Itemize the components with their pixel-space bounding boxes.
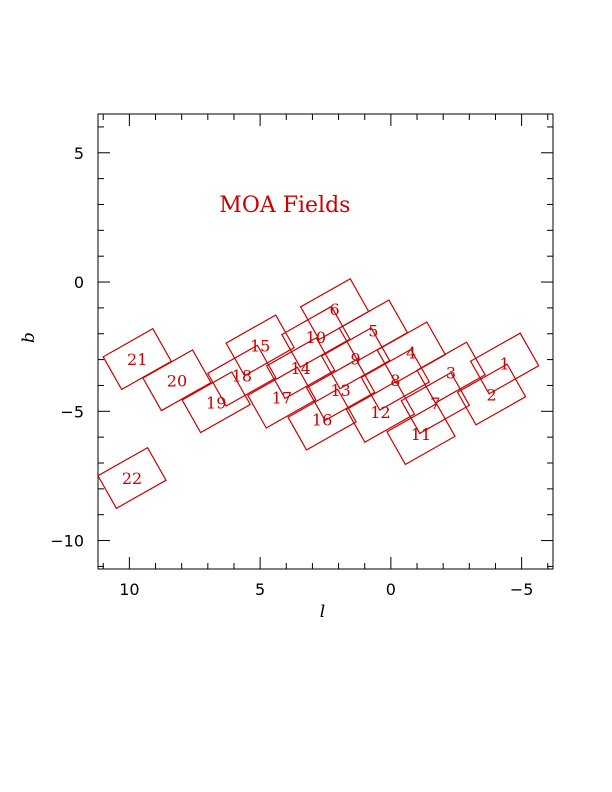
field-rect bbox=[265, 336, 336, 400]
field-rect bbox=[97, 446, 167, 510]
plot-axes bbox=[97, 113, 554, 570]
field-label: 12 bbox=[370, 403, 390, 422]
field-label: 15 bbox=[250, 336, 270, 355]
moa-field bbox=[206, 344, 277, 407]
field-rect bbox=[206, 344, 277, 407]
moa-field bbox=[299, 278, 370, 341]
moa-field bbox=[102, 327, 173, 391]
field-rect bbox=[181, 371, 252, 434]
moa-field bbox=[265, 336, 336, 400]
field-rect bbox=[299, 278, 370, 341]
moa-field bbox=[456, 363, 527, 426]
field-rect bbox=[400, 371, 471, 435]
field-label: 6 bbox=[330, 300, 340, 319]
field-label: 8 bbox=[390, 371, 400, 390]
moa-field bbox=[225, 314, 295, 377]
y-tick-label: 5 bbox=[74, 144, 84, 163]
y-tick-label: −10 bbox=[50, 532, 84, 551]
x-tick-label: 0 bbox=[386, 580, 396, 599]
field-label: 2 bbox=[486, 385, 496, 404]
field-label: 4 bbox=[406, 343, 416, 362]
axis-tick-labels: 10 5 0 −5 5 0 −5 −10 bbox=[50, 144, 533, 599]
field-rect bbox=[386, 402, 456, 466]
field-label: 21 bbox=[127, 350, 147, 369]
field-label: 7 bbox=[430, 394, 440, 413]
field-label: 20 bbox=[167, 371, 187, 390]
x-tick-label: −5 bbox=[510, 580, 534, 599]
moa-field bbox=[97, 446, 167, 510]
field-label: 17 bbox=[272, 389, 292, 408]
axis-ticks bbox=[98, 114, 553, 569]
y-tick-label: −5 bbox=[60, 402, 84, 421]
field-label: 1 bbox=[500, 354, 510, 373]
field-rect bbox=[345, 380, 416, 443]
moa-field bbox=[287, 388, 357, 451]
x-tick-label: 10 bbox=[119, 580, 139, 599]
moa-field bbox=[246, 366, 317, 429]
field-label: 22 bbox=[122, 469, 142, 488]
field-rect bbox=[246, 366, 317, 429]
field-label: 14 bbox=[290, 359, 310, 378]
x-axis-label: l bbox=[320, 602, 325, 622]
moa-field bbox=[305, 358, 376, 422]
moa-field bbox=[386, 402, 456, 466]
field-rect bbox=[102, 327, 173, 391]
y-axis-label: b bbox=[19, 332, 39, 343]
chart-title: MOA Fields bbox=[219, 193, 350, 218]
field-rect bbox=[456, 363, 527, 426]
field-rect bbox=[305, 358, 376, 422]
moa-field bbox=[181, 371, 252, 434]
x-tick-label: 5 bbox=[255, 580, 265, 599]
plot-frame bbox=[97, 113, 554, 570]
field-label: 11 bbox=[411, 425, 431, 444]
moa-field bbox=[345, 380, 416, 443]
field-rect bbox=[287, 388, 357, 451]
y-tick-label: 0 bbox=[74, 273, 84, 292]
field-label: 9 bbox=[350, 349, 360, 368]
field-label: 16 bbox=[312, 411, 332, 430]
moa-field bbox=[400, 371, 471, 435]
field-rect bbox=[225, 314, 295, 377]
field-label: 13 bbox=[330, 381, 350, 400]
field-label: 19 bbox=[206, 393, 226, 412]
